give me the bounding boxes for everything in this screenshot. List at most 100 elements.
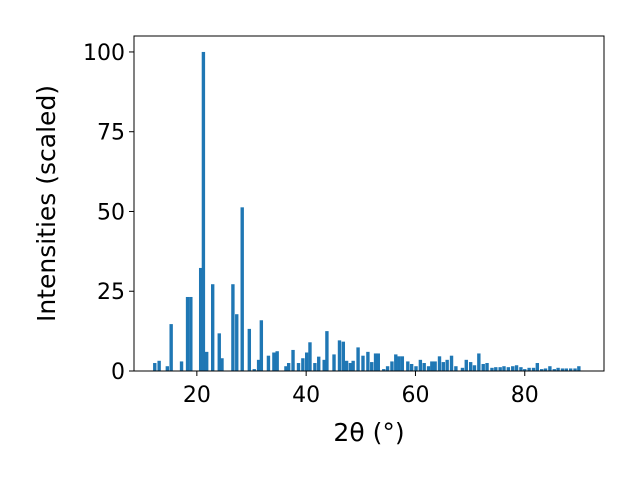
bar xyxy=(556,367,560,371)
bar xyxy=(511,366,515,371)
bar xyxy=(502,366,506,371)
bar xyxy=(382,369,386,371)
bar xyxy=(472,365,477,371)
bar xyxy=(366,351,370,371)
bar xyxy=(568,368,573,371)
bar xyxy=(153,363,157,371)
bar xyxy=(240,207,244,371)
bar xyxy=(437,356,442,371)
bar xyxy=(256,359,261,371)
y-tick-label: 25 xyxy=(97,280,125,305)
bar xyxy=(485,363,489,371)
bar xyxy=(341,341,346,371)
x-axis-label: 2θ (°) xyxy=(333,418,404,447)
x-axis-ticks: 20 40 60 80 xyxy=(183,371,539,408)
bar xyxy=(519,367,523,371)
bar xyxy=(179,361,184,371)
bar xyxy=(540,369,544,371)
bar xyxy=(284,366,288,371)
bar xyxy=(449,355,454,371)
bar xyxy=(577,366,581,371)
plot-frame xyxy=(133,35,605,372)
bar xyxy=(259,320,264,371)
bar xyxy=(332,354,336,371)
bar xyxy=(445,359,449,371)
bar xyxy=(498,367,502,371)
bar xyxy=(266,355,271,371)
bar xyxy=(409,363,414,371)
bar xyxy=(231,284,235,371)
y-axis-ticks: 0 25 50 75 100 xyxy=(83,41,134,385)
bar xyxy=(523,369,527,371)
bar xyxy=(296,363,301,371)
bar xyxy=(185,296,190,371)
bar xyxy=(370,362,374,371)
bar xyxy=(527,367,531,371)
bar xyxy=(247,328,252,371)
bar xyxy=(313,363,317,371)
bar xyxy=(305,352,309,371)
bar xyxy=(573,368,577,371)
bar xyxy=(373,353,378,371)
bar xyxy=(514,365,519,371)
bar xyxy=(344,360,349,371)
bar xyxy=(308,342,312,371)
bar xyxy=(157,360,161,371)
bar xyxy=(481,363,485,371)
bar xyxy=(460,367,465,371)
bars-group xyxy=(153,51,581,371)
bar xyxy=(390,361,394,371)
bar xyxy=(325,331,329,371)
bar xyxy=(400,356,405,371)
bar xyxy=(464,359,468,371)
bar xyxy=(361,355,365,371)
x-tick-label: 40 xyxy=(292,383,320,408)
y-tick-label: 0 xyxy=(111,360,125,385)
bar xyxy=(543,368,548,371)
bar xyxy=(201,51,206,371)
y-tick-label: 100 xyxy=(83,41,125,66)
x-tick-label: 80 xyxy=(511,383,539,408)
bar xyxy=(531,367,536,371)
bar xyxy=(337,340,342,371)
bar xyxy=(414,366,418,371)
bar xyxy=(385,366,390,371)
bar xyxy=(217,333,221,371)
bar xyxy=(564,368,568,371)
bar xyxy=(252,369,256,371)
bar xyxy=(198,267,203,371)
bar xyxy=(348,363,353,371)
bar xyxy=(454,366,458,371)
bar xyxy=(235,314,239,371)
bar xyxy=(433,361,437,371)
bar xyxy=(552,369,556,371)
bar xyxy=(394,354,398,371)
bar xyxy=(220,358,224,371)
bar xyxy=(397,356,401,371)
bar xyxy=(418,359,423,371)
y-axis-label: Intensities (scaled) xyxy=(32,85,61,322)
bar xyxy=(494,367,498,371)
x-tick-label: 20 xyxy=(183,383,211,408)
bar xyxy=(275,351,279,371)
y-tick-label: 75 xyxy=(97,121,125,146)
bar xyxy=(426,366,431,371)
bar xyxy=(272,352,276,371)
bar xyxy=(356,347,360,371)
bar xyxy=(322,359,326,371)
bar xyxy=(441,362,446,371)
bar xyxy=(211,284,215,371)
bar xyxy=(422,363,426,371)
bar xyxy=(430,361,434,371)
bar xyxy=(376,353,380,371)
bar xyxy=(291,349,295,371)
bar xyxy=(286,363,291,371)
bar xyxy=(406,361,410,371)
bar xyxy=(477,353,481,371)
x-tick-label: 60 xyxy=(401,383,429,408)
bar xyxy=(165,366,170,371)
bar xyxy=(301,358,305,371)
bar xyxy=(317,356,321,371)
bar xyxy=(506,367,511,371)
